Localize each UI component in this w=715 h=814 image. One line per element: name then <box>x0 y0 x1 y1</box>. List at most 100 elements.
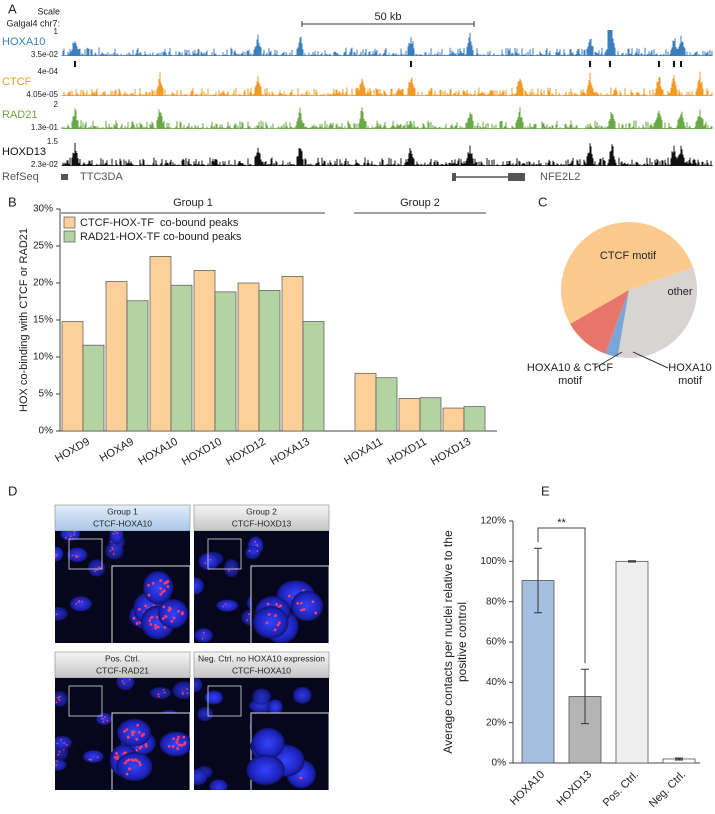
bar <box>615 560 649 764</box>
signal-dot <box>299 601 303 605</box>
signal-dot <box>122 682 125 685</box>
signal-dot <box>191 583 193 585</box>
signal-dot <box>52 557 54 559</box>
signal-dot <box>248 613 250 616</box>
bar <box>354 372 377 432</box>
selection-box <box>68 538 103 570</box>
signal-dot <box>151 581 155 585</box>
gene-name: TTC3DA <box>80 171 123 183</box>
x-tick-label: HOXD11 <box>386 436 429 468</box>
signal-dot <box>132 616 136 620</box>
signal-dot <box>116 531 119 534</box>
signal-dot <box>55 764 58 766</box>
nucleus <box>194 768 208 786</box>
signal-dot <box>186 692 189 695</box>
signal-dot <box>172 737 176 740</box>
panel-header <box>193 504 330 532</box>
signal-dot <box>201 637 204 640</box>
signal-dot <box>248 550 251 552</box>
signal-dot <box>75 602 77 605</box>
nucleus <box>69 596 92 612</box>
y-tick-label: 80% <box>486 596 506 607</box>
signal-dot <box>93 570 96 573</box>
signal-dot <box>277 621 281 625</box>
pie-slice <box>560 221 694 324</box>
signal-dot <box>177 609 180 613</box>
signal-dot <box>162 689 165 691</box>
signal-dot <box>131 733 135 736</box>
signal-dot <box>168 606 171 610</box>
panel-group: Group 1 <box>107 506 138 516</box>
track-min: 1.3e-01 <box>31 123 59 132</box>
pie-label: HOXA10 motif <box>668 362 712 387</box>
signal-dot <box>170 619 174 623</box>
signal-dot <box>98 566 100 569</box>
pie-label: CTCF motif <box>599 250 657 262</box>
micrograph <box>194 678 329 790</box>
bar <box>170 284 193 432</box>
legend-swatch <box>63 216 76 229</box>
nucleus <box>244 546 261 560</box>
signal-dot <box>163 589 166 593</box>
nucleus <box>216 599 239 612</box>
signal-dot <box>162 605 166 609</box>
bar <box>442 407 465 432</box>
signal-dot <box>130 730 134 734</box>
group-label: Group 1 <box>173 197 213 209</box>
signal-dot <box>181 691 184 694</box>
signal-dot <box>102 720 105 723</box>
error-bar <box>581 668 589 725</box>
signal-track <box>61 107 713 129</box>
signal-dot <box>159 587 163 590</box>
signal-track <box>61 30 713 56</box>
signal-dot <box>163 691 166 694</box>
signal-dot <box>273 628 277 632</box>
signal-dot <box>167 609 171 612</box>
signal-dot <box>142 732 146 736</box>
signal-dot <box>58 695 61 698</box>
signal-dot <box>135 737 139 741</box>
signal-dot <box>274 614 277 617</box>
y-tick-label: 30% <box>33 204 53 215</box>
nucleus <box>194 678 203 693</box>
x-tick-label: HOXA13 <box>268 436 312 468</box>
signal-dot <box>135 622 139 625</box>
signal-dot <box>160 590 164 594</box>
panel-label: D <box>8 483 17 498</box>
y-tick-label: 20% <box>33 278 53 289</box>
panel-header <box>193 651 330 679</box>
signal-dot <box>154 623 157 627</box>
signal-dot <box>147 583 151 587</box>
nucleus <box>116 678 135 691</box>
error-bar <box>675 757 683 761</box>
signal-dot <box>74 554 77 557</box>
nucleus <box>157 599 189 629</box>
signal-dot <box>136 723 140 727</box>
x-tick-label: Neg. Ctrl. <box>647 769 688 810</box>
x-tick-label: HOXD10 <box>180 436 224 468</box>
signal-dot <box>256 550 259 552</box>
signal-dot <box>101 717 104 720</box>
signal-dot <box>176 747 180 750</box>
pie-slice <box>605 290 629 358</box>
bar <box>193 270 216 432</box>
signal-dot <box>51 764 53 766</box>
panel-probe: CTCF-RAD21 <box>96 665 149 675</box>
signal-dot <box>254 540 257 543</box>
nucleus <box>251 727 285 759</box>
selection-box <box>68 685 103 717</box>
signal-dot <box>275 602 278 606</box>
signal-dot <box>125 759 129 763</box>
significance-bracket <box>537 527 586 664</box>
signal-dot <box>164 614 167 618</box>
signal-dot <box>228 569 230 572</box>
y-tick-label: 0% <box>492 758 507 769</box>
signal-dot <box>77 555 79 558</box>
micrograph <box>191 531 329 643</box>
bar <box>82 344 105 432</box>
bar <box>419 397 442 432</box>
panel-label: C <box>538 194 547 209</box>
signal-dot <box>175 741 179 744</box>
